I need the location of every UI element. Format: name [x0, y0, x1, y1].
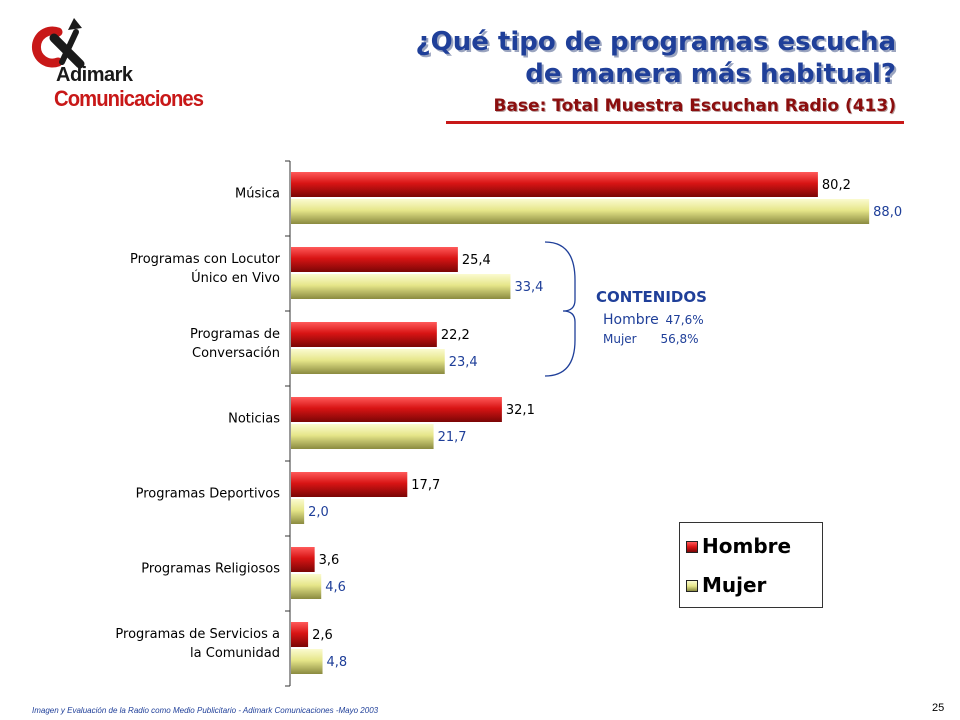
data-label: 80,2: [822, 178, 851, 193]
logo-icon: [32, 18, 85, 69]
contenidos-row-hombre: Hombre 47,6%: [603, 312, 704, 328]
legend-swatch-mujer: [686, 580, 698, 592]
data-label: 32,1: [506, 403, 535, 418]
page-number: 25: [932, 702, 945, 714]
title-line2: de manera más habitual?: [525, 59, 896, 89]
data-label: 88,0: [873, 205, 902, 220]
data-label: 2,0: [308, 505, 329, 520]
legend-item-mujer: Mujer: [686, 573, 767, 597]
bar-hombre: [291, 472, 408, 497]
bar-mujer: [291, 499, 305, 524]
data-label: 22,2: [441, 328, 470, 343]
data-label: 23,4: [449, 355, 478, 370]
bar-mujer: [291, 424, 434, 449]
contenidos-mujer-value: 56,8%: [660, 332, 699, 346]
data-label: 21,7: [438, 430, 467, 445]
data-label: 3,6: [319, 553, 340, 568]
bar-mujer: [291, 649, 323, 674]
data-label: 17,7: [411, 478, 440, 493]
contenidos-hombre-label: Hombre: [603, 312, 659, 328]
category-label: Programas Deportivos: [136, 487, 281, 502]
contenidos-brace: [544, 241, 576, 377]
bar-hombre: [291, 547, 315, 572]
bar-mujer: [291, 274, 511, 299]
footer-text: Imagen y Evaluación de la Radio como Med…: [32, 706, 379, 715]
data-label: 25,4: [462, 253, 491, 268]
bar-mujer: [291, 349, 445, 374]
data-label: 4,8: [327, 655, 348, 670]
bar-mujer: [291, 199, 870, 224]
bar-hombre: [291, 622, 309, 647]
legend-item-hombre: Hombre: [686, 534, 792, 558]
chart-legend: Hombre Mujer: [679, 522, 823, 608]
category-label: Programas de Conversación: [190, 327, 280, 361]
contenidos-mujer-label: Mujer: [603, 332, 637, 346]
contenidos-hombre-value: 47,6%: [665, 313, 704, 327]
contenidos-title: CONTENIDOS: [596, 288, 707, 306]
legend-label-mujer: Mujer: [702, 573, 767, 597]
data-label: 4,6: [325, 580, 346, 595]
page-title: ¿Qué tipo de programas escucha de manera…: [416, 26, 896, 90]
category-label: Programas Religiosos: [141, 562, 280, 577]
bar-hombre: [291, 172, 818, 197]
title-divider: [446, 121, 904, 124]
legend-label-hombre: Hombre: [702, 534, 792, 558]
page-subtitle: Base: Total Muestra Escuchan Radio (413): [493, 96, 897, 116]
category-label: Programas de Servicios a la Comunidad: [115, 627, 280, 661]
bar-hombre: [291, 247, 458, 272]
logo-line2: Comunicaciones: [54, 86, 204, 111]
category-label: Música: [235, 187, 280, 202]
data-label: 33,4: [514, 280, 543, 295]
title-line1: ¿Qué tipo de programas escucha: [415, 27, 896, 57]
contenidos-row-mujer: Mujer 56,8%: [603, 332, 699, 346]
logo: [28, 18, 208, 118]
category-label: Noticias: [228, 412, 280, 427]
logo-line1: Adimark: [56, 64, 133, 86]
bar-hombre: [291, 322, 437, 347]
legend-swatch-hombre: [686, 541, 698, 553]
category-label: Programas con Locutor Único en Vivo: [130, 252, 281, 286]
bar-hombre: [291, 397, 502, 422]
bar-mujer: [291, 574, 322, 599]
data-label: 2,6: [312, 628, 333, 643]
